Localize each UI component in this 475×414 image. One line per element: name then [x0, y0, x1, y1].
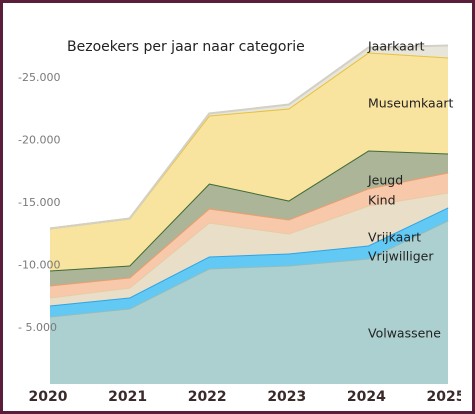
chart-title: Bezoekers per jaar naar categorie: [67, 39, 305, 55]
x-tick-label: 2023: [267, 389, 306, 405]
series-label: Vrijwilliger: [368, 249, 434, 264]
series-label: Jaarkaart: [367, 39, 425, 54]
plot-area: [49, 44, 449, 384]
series-label: Museumkaart: [368, 96, 453, 111]
y-tick-label: -10.000: [18, 259, 60, 272]
x-tick-label: 2021: [108, 389, 147, 405]
series-label: Volwassene: [368, 326, 441, 341]
area: [50, 220, 448, 384]
x-tick-label: 2022: [188, 389, 227, 405]
y-tick-label: -20.000: [18, 134, 60, 147]
series-label: Jeugd: [367, 173, 403, 188]
area: [50, 52, 448, 271]
area: [50, 207, 448, 317]
area-top-line: [49, 44, 449, 230]
area-top-line: [49, 219, 449, 318]
area-top-line: [49, 206, 449, 307]
labels: Volwassene Vrijwilliger Vrijkaart Kind Jeugd…: [367, 39, 453, 341]
x-tick-label: 2020: [29, 389, 68, 405]
x-tick-label: 2025: [427, 389, 466, 405]
y-tick-label: - 5.000: [18, 321, 57, 334]
area: [50, 172, 448, 298]
area: [50, 192, 448, 306]
y-tick-label: -15.000: [18, 196, 60, 209]
series-label: Vrijkaart: [368, 230, 421, 245]
y-tick-label: -25.000: [18, 71, 60, 84]
series-label: Kind: [368, 193, 396, 208]
x-tick-label: 2024: [347, 389, 386, 405]
x-axis: 2020 2021 2022 2023 2024 2025: [29, 389, 466, 405]
area: [50, 150, 448, 286]
